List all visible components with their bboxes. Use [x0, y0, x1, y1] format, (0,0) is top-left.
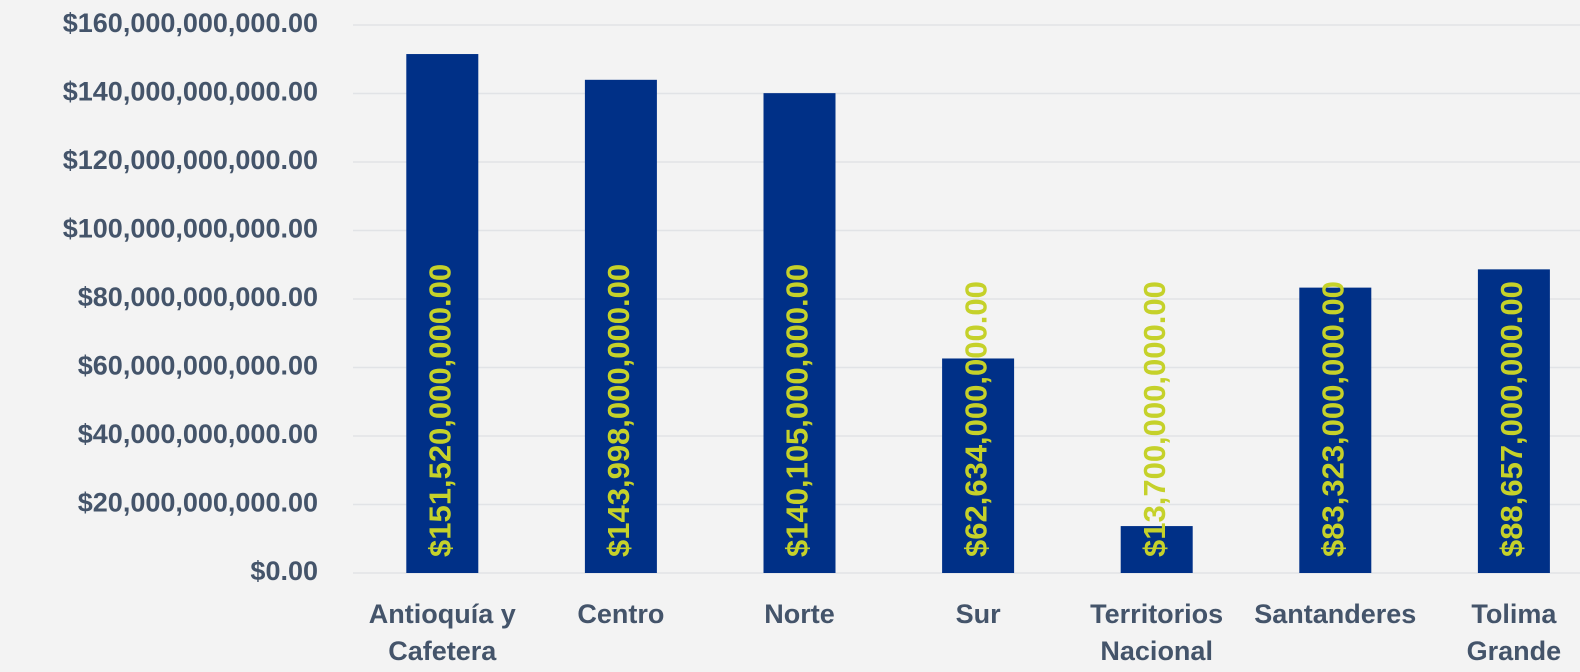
bar — [584, 79, 657, 573]
bar — [406, 54, 479, 573]
data-label: $143,998,000,000.00 — [601, 264, 636, 557]
y-tick-label: $40,000,000,000.00 — [78, 419, 318, 449]
x-tick-label: Santanderes — [1254, 599, 1417, 629]
bar — [1299, 287, 1372, 573]
x-tick-label: Tolima Grande — [1466, 599, 1562, 666]
data-label: $151,520,000,000.00 — [422, 264, 457, 557]
data-label: $13,700,000,000.00 — [1137, 281, 1172, 557]
x-tick-label: Antioquía y Cafetera — [368, 599, 516, 666]
bar — [942, 358, 1015, 573]
data-label: $83,323,000,000.00 — [1315, 281, 1350, 557]
y-tick-label: $140,000,000,000.00 — [63, 77, 318, 107]
bar — [1477, 269, 1550, 573]
y-tick-label: $100,000,000,000.00 — [63, 214, 318, 244]
y-tick-label: $120,000,000,000.00 — [63, 145, 318, 175]
data-label: $62,634,000,000.00 — [958, 281, 993, 557]
y-tick-label: $20,000,000,000.00 — [78, 488, 318, 518]
bar — [763, 93, 836, 573]
y-tick-label: $60,000,000,000.00 — [78, 351, 318, 381]
bar — [1120, 526, 1193, 573]
y-tick-label: $0.00 — [250, 556, 318, 586]
x-tick-label: Norte — [764, 599, 835, 629]
x-tick-label: Territorios Nacional — [1090, 599, 1224, 666]
y-tick-label: $160,000,000,000.00 — [63, 8, 318, 38]
x-tick-label: Centro — [577, 599, 665, 629]
data-label: $88,657,000,000.00 — [1494, 281, 1529, 557]
x-tick-label: Sur — [955, 599, 1001, 629]
y-tick-label: $80,000,000,000.00 — [78, 282, 318, 312]
data-label: $140,105,000,000.00 — [780, 264, 815, 557]
